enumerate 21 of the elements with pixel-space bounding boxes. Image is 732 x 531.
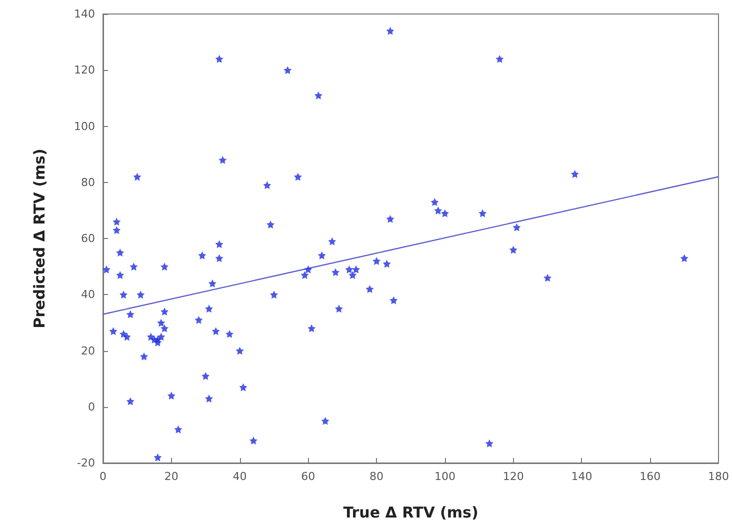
x-tick-label: 40 xyxy=(232,470,247,483)
x-tick-label: 180 xyxy=(708,470,729,483)
x-tick-label: 160 xyxy=(640,470,661,483)
x-tick-label: 80 xyxy=(370,470,384,483)
y-tick-label: 40 xyxy=(81,288,95,302)
x-tick-label: 20 xyxy=(164,470,178,483)
y-axis-title: Predicted Δ RTV (ms) xyxy=(30,148,48,328)
x-tick-label: 60 xyxy=(301,470,316,483)
y-tick-label: 140 xyxy=(74,8,95,20)
y-tick-label: 100 xyxy=(74,120,95,133)
y-tick-label: 80 xyxy=(81,176,95,189)
x-tick-label: 100 xyxy=(434,470,456,483)
x-tick-label: 0 xyxy=(100,470,106,483)
x-tick-label: 140 xyxy=(571,470,592,483)
y-tick-label: 20 xyxy=(81,344,95,358)
x-axis-title: True Δ RTV (ms) xyxy=(343,504,478,522)
y-tick-label: -20 xyxy=(77,456,95,470)
y-tick-label: 60 xyxy=(81,232,95,245)
x-tick-label: 120 xyxy=(502,470,524,483)
y-tick-label: 120 xyxy=(74,64,95,77)
y-tick-label: 0 xyxy=(88,400,95,414)
